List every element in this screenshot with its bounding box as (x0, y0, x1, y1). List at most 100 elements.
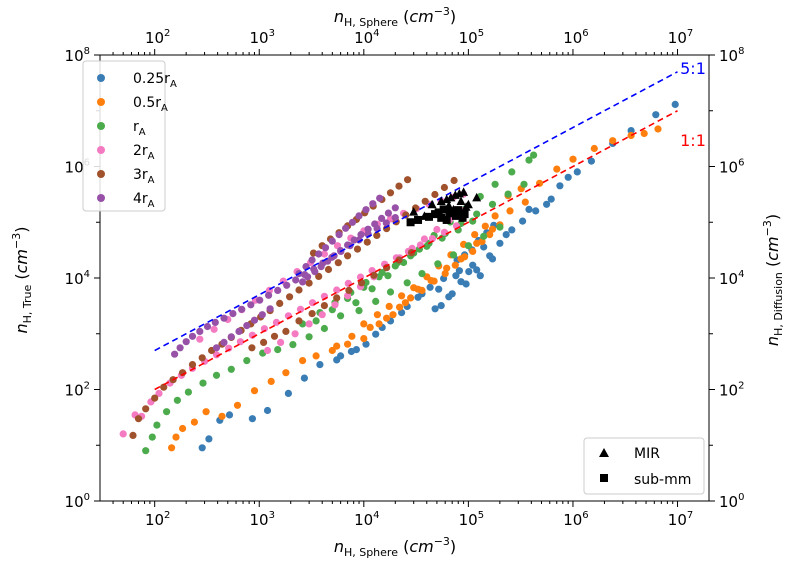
data-point (315, 250, 323, 258)
legend-marker (97, 146, 105, 154)
right-y-axis-label: nH, Diffusion (cm−3) (761, 214, 785, 346)
data-point (289, 341, 297, 349)
observation-point (434, 208, 443, 217)
y-right-tick-label: 108 (719, 46, 744, 65)
data-point (464, 242, 472, 250)
data-point (418, 286, 426, 294)
reference-line-1:1 (154, 110, 678, 391)
data-point (328, 346, 336, 355)
data-point (295, 317, 303, 325)
data-point (286, 293, 294, 301)
data-point (372, 297, 380, 305)
data-point (401, 299, 409, 307)
observation-point (446, 192, 456, 202)
data-point (476, 272, 484, 280)
data-point (496, 239, 504, 247)
data-point (481, 222, 489, 230)
data-point (465, 268, 473, 276)
data-point (238, 305, 246, 313)
data-point (366, 323, 374, 331)
data-point (420, 235, 428, 243)
series-legend: 0.25rA 0.5rA rA 2rA 3rA 4rA (82, 60, 177, 212)
data-point (315, 272, 323, 280)
legend-marker (97, 98, 105, 106)
data-point (263, 346, 272, 355)
data-point (225, 411, 234, 419)
data-point (573, 168, 581, 176)
data-point (299, 278, 307, 286)
data-point (311, 268, 319, 276)
data-point (404, 176, 412, 184)
submm-legend-marker (600, 474, 608, 482)
data-point (530, 151, 538, 159)
data-point (437, 302, 445, 310)
observation-point (414, 215, 423, 224)
data-point (376, 194, 384, 202)
data-point (211, 318, 219, 326)
data-point (172, 433, 180, 441)
data-point (272, 318, 280, 326)
data-point (265, 291, 273, 299)
series-legend-items: 0.25rA 0.5rA rA 2rA 3rA 4rA (97, 71, 177, 210)
data-point (305, 320, 313, 328)
data-point (373, 231, 381, 239)
data-point (184, 388, 192, 396)
data-point (378, 269, 386, 277)
data-point (283, 281, 291, 289)
observation-point (449, 207, 458, 216)
data-point (198, 354, 206, 362)
data-point (450, 176, 458, 185)
data-point (357, 231, 365, 239)
data-point (455, 267, 463, 275)
data-point (308, 310, 316, 318)
data-point (473, 266, 481, 274)
y-tick-label: 102 (65, 381, 90, 400)
data-point (469, 261, 477, 269)
x-top-tick-label: 107 (668, 28, 693, 47)
data-point (431, 305, 439, 313)
data-point (382, 219, 390, 227)
data-point (360, 335, 368, 343)
data-point (353, 245, 362, 253)
data-point (196, 335, 204, 343)
data-point (256, 296, 264, 304)
data-point (142, 447, 150, 455)
data-point (451, 261, 459, 269)
data-point (553, 165, 561, 173)
x-tick-label: 107 (668, 510, 693, 529)
y-right-tick-label: 104 (719, 269, 744, 288)
data-point (671, 100, 679, 108)
y-tick-label: 104 (65, 269, 90, 288)
data-point (396, 303, 404, 311)
data-point (407, 294, 415, 302)
data-point (398, 309, 406, 317)
observation-point (472, 192, 482, 202)
data-point (371, 220, 379, 228)
data-point (502, 231, 510, 239)
data-point (426, 283, 434, 291)
data-point (342, 224, 350, 232)
data-point (486, 231, 494, 239)
data-point (440, 228, 448, 236)
data-point (488, 200, 497, 208)
data-point (171, 350, 179, 358)
series-0.25r_A (198, 100, 679, 452)
y-tick-label: 100 (65, 492, 90, 511)
legend-label: rA (133, 119, 146, 138)
observation-point (409, 207, 419, 216)
data-point (151, 394, 159, 402)
data-point (428, 235, 436, 243)
data-point (196, 327, 204, 335)
observations-sub-mm (406, 205, 469, 227)
data-point (369, 200, 377, 208)
data-point (212, 371, 221, 379)
data-point (435, 285, 443, 293)
data-point (333, 294, 341, 302)
data-point (473, 210, 481, 218)
legend-label: 3rA (133, 167, 155, 186)
observation-point (451, 211, 460, 220)
data-point (321, 244, 330, 252)
data-point (320, 324, 328, 333)
series-2r_A (119, 190, 468, 438)
